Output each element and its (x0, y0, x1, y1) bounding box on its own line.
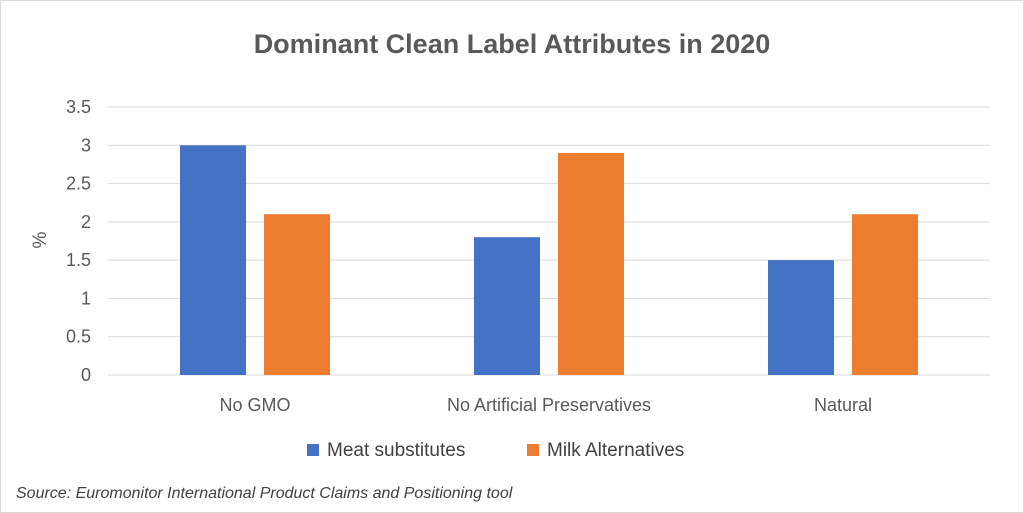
y-tick-label: 0.5 (66, 327, 91, 347)
y-tick-label: 0 (81, 365, 91, 385)
y-tick-label: 3 (81, 135, 91, 155)
legend-swatch (527, 444, 539, 456)
x-category-label: No Artificial Preservatives (447, 395, 651, 415)
bar-milk-alternatives-no-artificial-preservatives (558, 152, 624, 375)
bar-milk-alternatives-natural (852, 214, 918, 375)
bar-milk-alternatives-no-gmo (264, 214, 330, 375)
y-axis-title: % (30, 231, 51, 248)
y-tick-label: 2.5 (66, 174, 91, 194)
legend-label: Meat substitutes (327, 440, 465, 461)
bar-meat-substitutes-natural (768, 260, 834, 375)
chart-title: Dominant Clean Label Attributes in 2020 (254, 29, 771, 59)
legend-label: Milk Alternatives (547, 440, 684, 461)
bar-meat-substitutes-no-gmo (180, 145, 246, 375)
bars (180, 145, 918, 375)
y-tick-label: 2 (81, 212, 91, 232)
y-tick-label: 1.5 (66, 250, 91, 270)
x-axis-labels: No GMO No Artificial Preservatives Natural (219, 395, 872, 415)
x-category-label: Natural (814, 395, 872, 415)
legend: Meat substitutes Milk Alternatives (307, 440, 684, 461)
gridlines (108, 106, 990, 376)
y-axis-ticks: 0 0.5 1 1.5 2 2.5 3 3.5 (66, 97, 91, 385)
y-tick-label: 1 (81, 288, 91, 308)
source-note: Source: Euromonitor International Produc… (16, 485, 513, 502)
bar-meat-substitutes-no-artificial-preservatives (474, 237, 540, 375)
legend-swatch (307, 444, 319, 456)
y-tick-label: 3.5 (66, 97, 91, 117)
x-category-label: No GMO (219, 395, 290, 415)
